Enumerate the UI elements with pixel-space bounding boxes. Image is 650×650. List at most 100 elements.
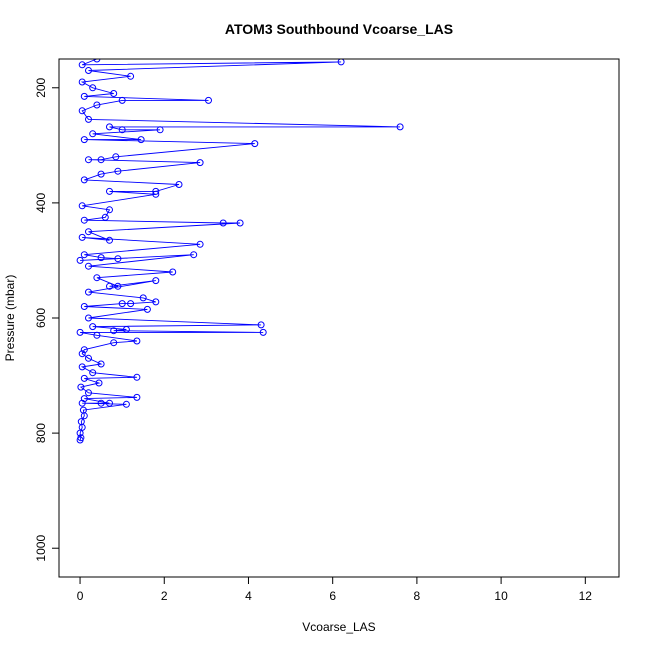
data-point <box>101 213 109 221</box>
data-point <box>127 72 135 80</box>
data-point <box>139 294 147 302</box>
y-tick-label: 800 <box>34 423 48 443</box>
y-tick-label: 1000 <box>34 535 48 562</box>
data-point <box>93 331 101 339</box>
data-point <box>133 393 141 401</box>
data-point <box>89 130 97 138</box>
data-point <box>110 90 118 97</box>
x-tick-label: 12 <box>579 589 593 603</box>
data-point <box>78 107 86 115</box>
data-point <box>85 288 92 296</box>
x-tick-label: 2 <box>161 589 168 603</box>
data-point <box>396 123 404 131</box>
data-point <box>156 126 164 134</box>
data-point <box>79 406 87 414</box>
y-tick-label: 600 <box>34 308 48 328</box>
data-point <box>77 418 85 426</box>
data-point <box>205 96 212 104</box>
data-point <box>196 159 204 167</box>
data-point <box>89 369 97 377</box>
data-point <box>80 303 88 310</box>
data-point <box>169 268 177 276</box>
data-point <box>133 373 141 381</box>
data-point <box>106 399 113 407</box>
data-point <box>106 206 113 214</box>
data-point <box>85 115 92 123</box>
data-point <box>78 350 86 358</box>
data-point <box>251 140 259 148</box>
data-point <box>190 251 198 259</box>
data-layer <box>76 59 404 444</box>
data-point <box>78 61 86 69</box>
data-point <box>80 346 88 354</box>
x-axis-label: Vcoarse_LAS <box>302 620 375 634</box>
data-point <box>337 59 345 66</box>
data-point <box>122 326 130 333</box>
data-point <box>122 400 130 408</box>
x-tick-label: 6 <box>329 589 336 603</box>
data-point <box>114 255 122 263</box>
data-point <box>137 136 145 144</box>
data-point <box>106 282 113 290</box>
data-point <box>127 300 135 308</box>
data-point <box>97 360 105 368</box>
x-tick-label: 10 <box>494 589 508 603</box>
series-line <box>79 59 401 441</box>
data-point <box>93 101 101 109</box>
data-point <box>152 190 160 198</box>
data-point <box>106 123 113 131</box>
data-point <box>93 59 101 63</box>
data-point <box>85 314 92 322</box>
data-point <box>78 233 86 241</box>
data-point <box>85 156 92 164</box>
data-point <box>89 84 97 92</box>
data-point <box>118 96 126 104</box>
data-point <box>93 274 101 282</box>
data-point <box>80 395 88 403</box>
data-point <box>219 219 227 227</box>
data-point <box>78 202 86 210</box>
data-point <box>97 156 105 164</box>
x-tick-label: 4 <box>245 589 252 603</box>
data-point <box>133 337 141 345</box>
data-point <box>80 176 88 184</box>
data-point <box>257 321 265 329</box>
x-tick-label: 0 <box>77 589 84 603</box>
x-tick-label: 8 <box>414 589 421 603</box>
data-point <box>196 240 204 248</box>
data-point <box>85 67 92 74</box>
data-point <box>114 167 122 175</box>
data-point <box>259 328 267 336</box>
data-point <box>80 216 88 224</box>
data-point <box>118 300 126 308</box>
data-point <box>76 328 84 336</box>
data-point <box>80 92 88 100</box>
data-point <box>106 236 113 244</box>
data-point <box>236 219 244 227</box>
data-point <box>152 298 160 306</box>
data-point <box>85 262 92 270</box>
y-axis-label: Pressure (mbar) <box>3 275 17 362</box>
data-point <box>78 78 86 86</box>
data-point <box>114 282 122 290</box>
data-point <box>77 434 85 442</box>
data-point <box>110 327 118 335</box>
data-point <box>143 305 151 313</box>
data-point <box>89 323 97 331</box>
data-point <box>152 277 160 285</box>
data-point <box>80 136 88 144</box>
data-point <box>110 339 118 347</box>
y-tick-label: 400 <box>34 193 48 213</box>
data-point <box>97 254 105 262</box>
data-point <box>80 374 88 382</box>
data-point <box>78 363 86 371</box>
chart-title: ATOM3 Southbound Vcoarse_LAS <box>225 21 453 37</box>
data-point <box>77 383 85 391</box>
data-point <box>76 256 84 264</box>
data-point <box>118 126 126 134</box>
data-point <box>112 153 120 161</box>
data-point <box>95 379 103 387</box>
y-tick-label: 200 <box>34 77 48 97</box>
data-point <box>85 354 92 362</box>
